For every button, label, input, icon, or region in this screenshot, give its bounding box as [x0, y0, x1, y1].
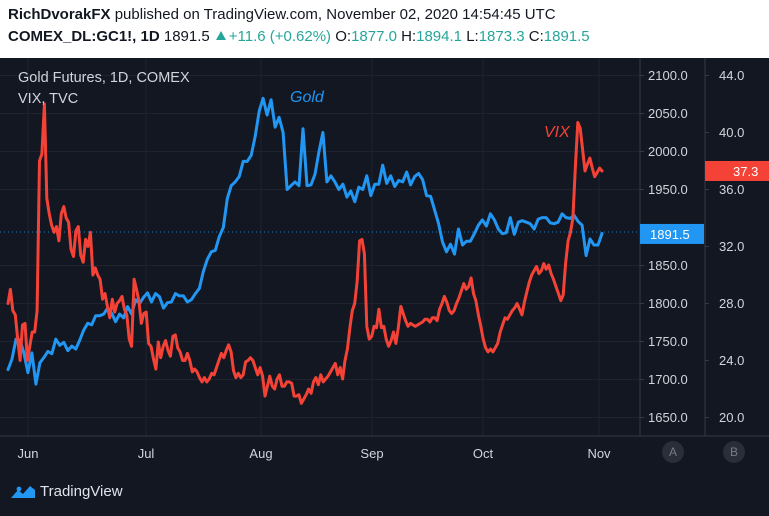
gold-axis-tick-label: 1800.0	[648, 296, 688, 311]
vix-axis-tick-label: 20.0	[719, 410, 744, 425]
time-axis-tick-label: Jul	[138, 446, 155, 461]
vix-series-line	[6, 102, 604, 405]
high-label: H:	[401, 28, 417, 45]
tradingview-brand[interactable]: TradingView	[40, 483, 123, 500]
gold-axis-tick-label: 2000.0	[648, 144, 688, 159]
gold-last-price-tag	[640, 223, 704, 244]
quote-line: COMEX_DL:GC1!, 1D 1891.5 +11.6 (+0.62%) O…	[8, 28, 590, 45]
open-value: 1877.0	[351, 28, 397, 45]
vix-series-title[interactable]: VIX, TVC	[18, 91, 79, 107]
vix-axis-tick-label: 32.0	[719, 239, 744, 254]
axis-a-label: A	[669, 445, 677, 459]
published-text: published on TradingView.com, November 0…	[114, 6, 556, 23]
high-value: 1894.1	[416, 28, 463, 45]
low-label: L:	[466, 28, 479, 45]
gold-axis-tick-label: 1650.0	[648, 410, 688, 425]
time-axis-tick-label: Aug	[249, 446, 272, 461]
gold-last-price-label: 1891.5	[650, 227, 690, 242]
price-axis-a-button[interactable]: A	[662, 441, 684, 463]
vix-axis-tick-label: 28.0	[719, 296, 744, 311]
vix-axis-tick-label: 36.0	[719, 182, 744, 197]
price-axis-b-button[interactable]: B	[723, 441, 745, 463]
time-axis-tick-label: Nov	[587, 446, 611, 461]
gold-series-title[interactable]: Gold Futures, 1D, COMEX	[18, 70, 190, 86]
publication-line: RichDvorakFX published on TradingView.co…	[8, 6, 556, 23]
last-price: 1891.5	[163, 28, 210, 45]
gold-axis-tick-label: 1750.0	[648, 334, 688, 349]
axis-b-label: B	[730, 445, 738, 459]
time-axis-tick-label: Sep	[360, 446, 383, 461]
tradingview-logo-icon[interactable]	[10, 484, 36, 500]
footer	[0, 470, 769, 516]
close-value: 1891.5	[543, 28, 590, 45]
publisher-name[interactable]: RichDvorakFX	[8, 6, 111, 23]
vix-axis-tick-label: 40.0	[719, 125, 744, 140]
gold-annotation: Gold	[290, 89, 325, 106]
symbol: COMEX_DL:GC1!, 1D	[8, 28, 160, 45]
open-label: O:	[335, 28, 352, 45]
time-axis-tick-label: Jun	[18, 446, 39, 461]
axes-group: Jun Jul Aug Sep Oct Nov 2100.0 2050.0 2000.0 1950…	[18, 68, 769, 461]
vix-last-price-tag	[705, 160, 769, 181]
publication-header: RichDvorakFX published on TradingView.co…	[0, 0, 769, 58]
time-axis-tick-label: Oct	[473, 446, 494, 461]
vix-axis-tick-label: 44.0	[719, 68, 744, 83]
series-group	[6, 96, 604, 405]
price-change: +11.6 (+0.62%)	[228, 28, 332, 45]
up-arrow-icon	[215, 31, 226, 40]
vix-annotation: VIX	[544, 124, 571, 141]
gold-axis-tick-label: 2100.0	[648, 68, 688, 83]
gold-axis-tick-label: 1850.0	[648, 258, 688, 273]
gold-axis-tick-label: 2050.0	[648, 106, 688, 121]
close-label: C:	[528, 28, 544, 45]
gold-axis-tick-label: 1950.0	[648, 182, 688, 197]
vix-axis-tick-label: 24.0	[719, 353, 744, 368]
gold-axis-tick-label: 1700.0	[648, 372, 688, 387]
vix-last-price-label: 37.3	[733, 164, 758, 179]
low-value: 1873.3	[478, 28, 525, 45]
